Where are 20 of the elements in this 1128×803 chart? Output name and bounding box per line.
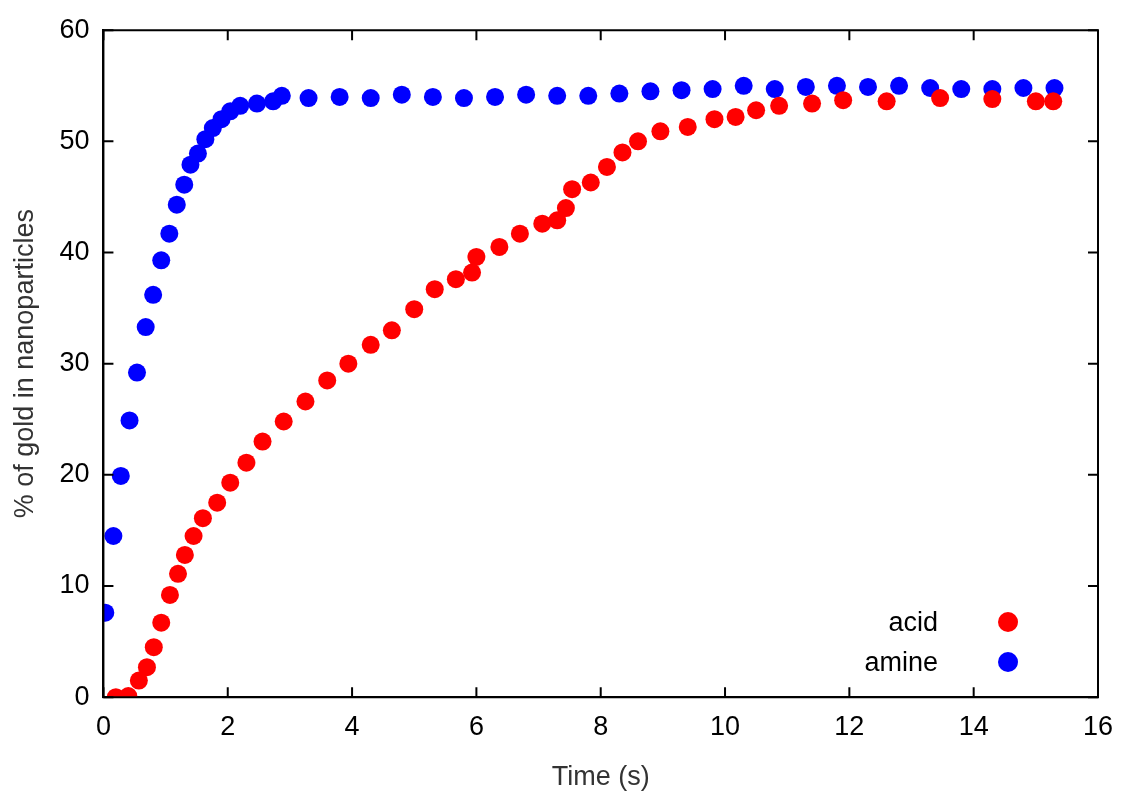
y-tick-label: 30 [59, 347, 90, 378]
y-tick-label: 40 [59, 235, 90, 266]
x-tick-label: 2 [220, 710, 236, 741]
x-tick-label: 14 [958, 710, 989, 741]
x-tick-label: 0 [95, 710, 111, 741]
legend-label: amine [864, 646, 938, 680]
y-tick-label: 10 [59, 569, 90, 600]
x-tick-label: 16 [1082, 710, 1114, 741]
y-tick-label: 20 [59, 458, 90, 489]
x-tick-label: 8 [593, 710, 609, 741]
x-tick-label: 12 [834, 710, 865, 741]
x-tick-label: 6 [468, 710, 484, 741]
y-tick-label: 0 [74, 680, 90, 711]
y-axis-title: % of gold in nanoparticles [8, 209, 39, 519]
x-tick-label: 4 [344, 710, 360, 741]
legend-label: acid [888, 606, 938, 640]
x-tick-label: 10 [710, 710, 741, 741]
y-tick-label: 60 [59, 13, 90, 44]
y-tick-label: 50 [59, 124, 90, 155]
x-axis-title: Time (s) [551, 761, 650, 792]
